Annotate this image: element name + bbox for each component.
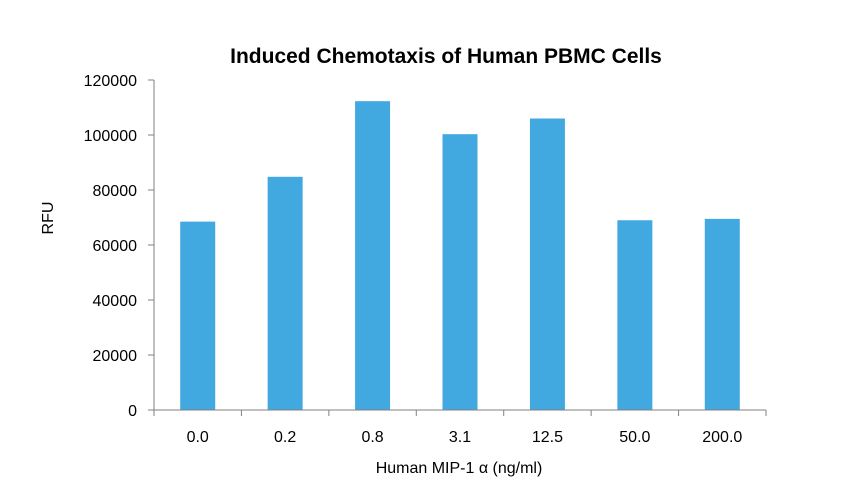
y-tick-label: 20000: [93, 348, 138, 365]
bar-0.2: [267, 176, 303, 410]
bar-0.8: [355, 101, 391, 411]
bar-200.0: [704, 218, 740, 410]
x-tick-label: 12.5: [532, 429, 563, 446]
y-tick-label: 0: [128, 403, 137, 420]
y-tick-label: 40000: [93, 293, 138, 310]
bar-3.1: [442, 134, 478, 411]
y-tick-label: 120000: [84, 73, 137, 90]
x-axis: 0.0 0.2 0.8 3.1 12.5 50.0 200.0: [153, 409, 767, 446]
x-tick-label: 0.8: [361, 429, 383, 446]
bars-group: [180, 101, 740, 411]
x-axis-label: Human MIP-1 α (ng/ml): [376, 460, 543, 477]
bar-50.0: [617, 220, 653, 410]
bar-0.0: [180, 221, 216, 410]
y-tick-label: 80000: [93, 183, 138, 200]
x-tick-label: 200.0: [702, 429, 742, 446]
y-tick-label: 100000: [84, 128, 137, 145]
x-tick-label: 50.0: [619, 429, 650, 446]
x-tick-label: 0.2: [274, 429, 296, 446]
y-tick-label: 60000: [93, 238, 138, 255]
x-tick-label: 0.0: [187, 429, 209, 446]
x-tick-label: 3.1: [449, 429, 471, 446]
chart-title: Induced Chemotaxis of Human PBMC Cells: [230, 45, 662, 68]
y-axis-label: RFU: [40, 202, 57, 235]
y-axis: 0 20000 40000 60000 80000 100000 120000: [84, 73, 155, 420]
bar-12.5: [529, 118, 565, 410]
